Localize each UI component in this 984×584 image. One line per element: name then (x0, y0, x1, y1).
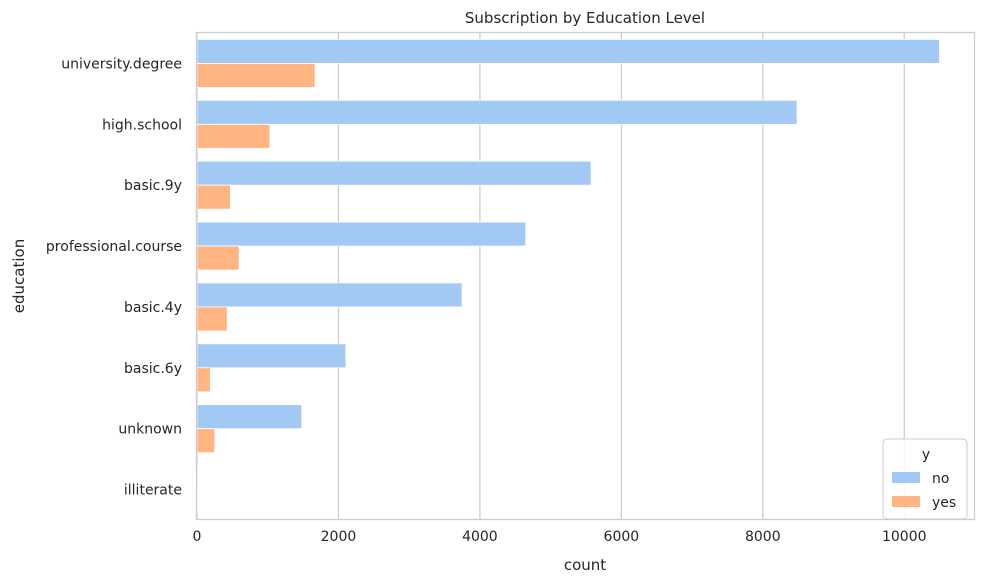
legend: y no yes (882, 438, 968, 520)
y-tick-label: basic.4y (124, 300, 182, 316)
bar-yes (196, 367, 211, 393)
legend-label-yes: yes (932, 495, 956, 511)
plot-frame (195, 31, 976, 521)
x-tick-label: 6000 (604, 529, 640, 545)
legend-swatch-no (892, 472, 920, 483)
bar-no (196, 99, 798, 125)
y-tick-label: unknown (118, 422, 182, 438)
y-tick-label: illiterate (124, 483, 182, 499)
bar-no (196, 221, 527, 247)
x-tick-label: 10000 (882, 529, 927, 545)
y-tick-label: professional.course (46, 239, 182, 255)
legend-swatch-yes (892, 496, 920, 507)
bars (196, 39, 940, 514)
chart-title: Subscription by Education Level (465, 9, 705, 27)
bar-no (196, 39, 940, 64)
bar-no (196, 160, 592, 186)
x-tick-label: 0 (193, 529, 202, 545)
y-tick-label: university.degree (61, 56, 182, 72)
y-tick-label: high.school (102, 117, 182, 133)
bar-no (196, 282, 463, 308)
x-tick-label: 8000 (745, 529, 781, 545)
bar-yes (196, 123, 271, 149)
x-ticks: 0 2000 4000 6000 8000 10000 (193, 529, 927, 545)
bar-yes (196, 428, 216, 454)
bar-no (196, 404, 303, 430)
y-tick-label: basic.6y (124, 361, 182, 377)
bar-no (196, 465, 199, 490)
bar-yes (196, 245, 240, 271)
legend-label-no: no (932, 471, 949, 487)
y-ticks: university.degree high.school basic.9y prof… (46, 56, 182, 498)
x-axis-label: count (564, 556, 606, 574)
bar-yes (196, 306, 228, 332)
legend-title: y (922, 447, 930, 463)
bar-yes (196, 63, 316, 88)
legend-items: no yes (892, 471, 956, 511)
bar-yes (196, 184, 231, 210)
y-tick-label: basic.9y (124, 178, 182, 194)
bar-no (196, 343, 347, 369)
x-tick-label: 4000 (462, 529, 498, 545)
y-axis-label: education (10, 239, 28, 313)
x-tick-label: 2000 (321, 529, 357, 545)
